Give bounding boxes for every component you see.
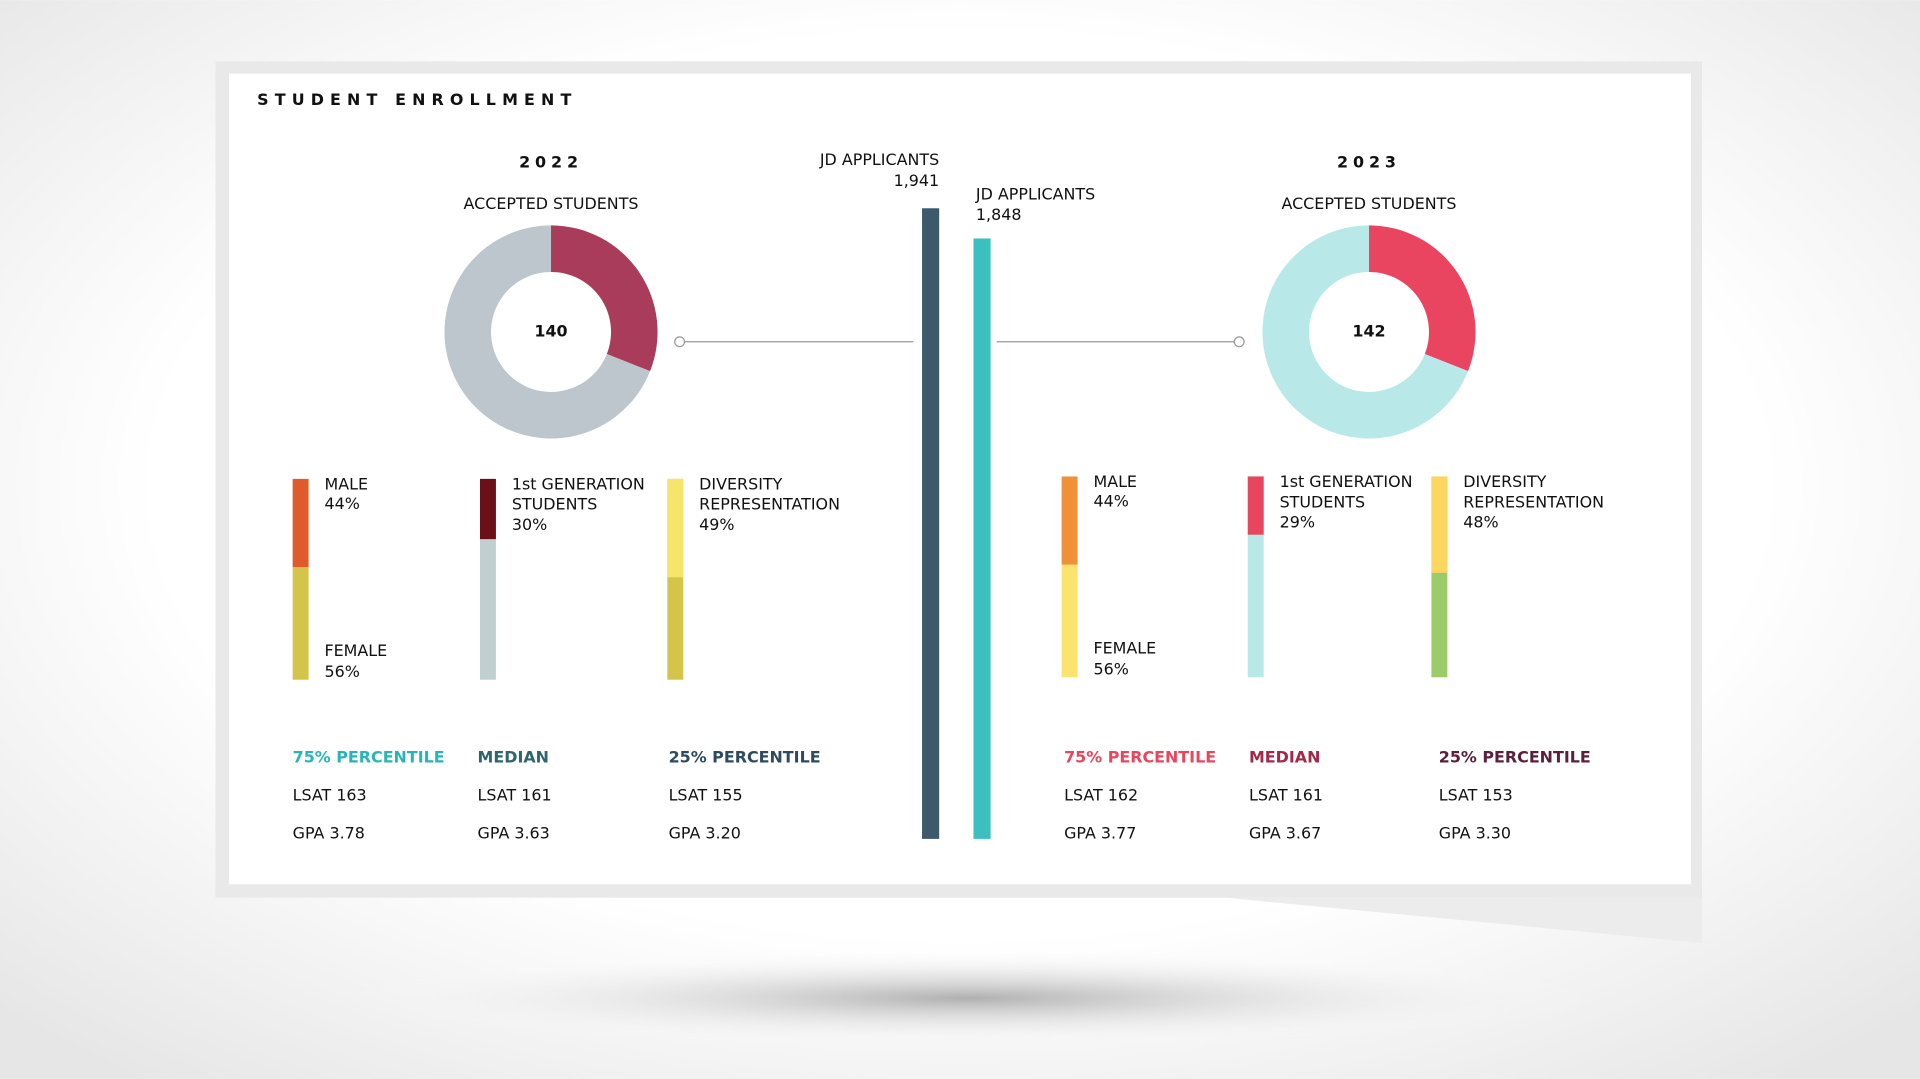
- female-value: 56%: [1093, 659, 1128, 678]
- donut-highlight: [551, 225, 658, 372]
- first-gen-label: STUDENTS: [512, 495, 597, 514]
- male-label: MALE: [1093, 472, 1137, 491]
- percentile-stat: GPA 3.77: [1064, 823, 1136, 842]
- diversity-label: REPRESENTATION: [1463, 492, 1604, 511]
- percentile-stat: GPA 3.63: [478, 823, 550, 842]
- percentile-stat: LSAT 161: [1249, 786, 1323, 805]
- diversity-label: DIVERSITY: [699, 475, 782, 494]
- percentile-heading: MEDIAN: [478, 748, 549, 767]
- diversity-value: 48%: [1463, 512, 1498, 531]
- donut-center-value: 140: [534, 321, 567, 340]
- applicants-bar: [973, 238, 991, 839]
- percentile-heading: MEDIAN: [1249, 748, 1320, 767]
- percentile-heading: 25% PERCENTILE: [669, 748, 821, 767]
- donut-rest: [444, 225, 651, 439]
- percentile-stat: LSAT 161: [478, 786, 552, 805]
- male-segment: [1061, 476, 1078, 565]
- donut-rest: [1262, 225, 1469, 439]
- female-segment: [292, 567, 309, 680]
- year-heading: 2023: [1337, 152, 1401, 171]
- first-gen-segment: [1247, 476, 1264, 535]
- male-value: 44%: [1093, 492, 1128, 511]
- year-heading: 2022: [519, 152, 583, 171]
- applicants-value: 1,848: [976, 205, 1022, 224]
- diversity-label: DIVERSITY: [1463, 472, 1546, 491]
- percentile-heading: 75% PERCENTILE: [293, 748, 445, 767]
- applicants-label: JD APPLICANTS: [819, 150, 939, 169]
- shadow: [330, 949, 1605, 1048]
- donut-label: ACCEPTED STUDENTS: [1281, 194, 1456, 213]
- female-label: FEMALE: [324, 641, 387, 660]
- applicants-value: 1,941: [894, 171, 940, 190]
- diversity-value: 49%: [699, 515, 734, 534]
- first-gen-label: 1st GENERATION: [1280, 472, 1413, 491]
- diversity-label: REPRESENTATION: [699, 495, 840, 514]
- first-gen-label: STUDENTS: [1280, 492, 1365, 511]
- applicants-bar: [922, 208, 940, 839]
- percentile-stat: LSAT 163: [293, 786, 367, 805]
- male-label: MALE: [324, 475, 368, 494]
- female-value: 56%: [324, 662, 359, 681]
- first-gen-segment: [480, 478, 496, 540]
- connector-dot: [1233, 336, 1245, 348]
- percentile-heading: 25% PERCENTILE: [1439, 748, 1591, 767]
- donut-label: ACCEPTED STUDENTS: [464, 194, 639, 213]
- title: STUDENT ENROLLMENT: [257, 90, 577, 109]
- applicants-label: JD APPLICANTS: [975, 184, 1095, 203]
- first-gen-label: 1st GENERATION: [512, 475, 645, 494]
- diversity-segment: [1431, 476, 1448, 573]
- male-value: 44%: [324, 494, 359, 513]
- donut-center-value: 142: [1352, 321, 1385, 340]
- first-gen-value: 30%: [512, 515, 547, 534]
- percentile-stat: LSAT 153: [1439, 786, 1513, 805]
- female-segment: [1061, 564, 1078, 678]
- male-segment: [292, 478, 309, 568]
- donut-highlight: [1368, 225, 1476, 372]
- percentile-stat: GPA 3.20: [669, 823, 741, 842]
- female-label: FEMALE: [1093, 639, 1156, 658]
- connector-dot: [674, 336, 686, 348]
- percentile-stat: GPA 3.30: [1439, 823, 1511, 842]
- percentile-stat: LSAT 155: [669, 786, 743, 805]
- percentile-stat: LSAT 162: [1064, 786, 1138, 805]
- first-gen-value: 29%: [1280, 512, 1315, 531]
- diversity-segment: [667, 478, 684, 578]
- percentile-heading: 75% PERCENTILE: [1064, 748, 1216, 767]
- percentile-stat: GPA 3.78: [293, 823, 365, 842]
- percentile-stat: GPA 3.67: [1249, 823, 1321, 842]
